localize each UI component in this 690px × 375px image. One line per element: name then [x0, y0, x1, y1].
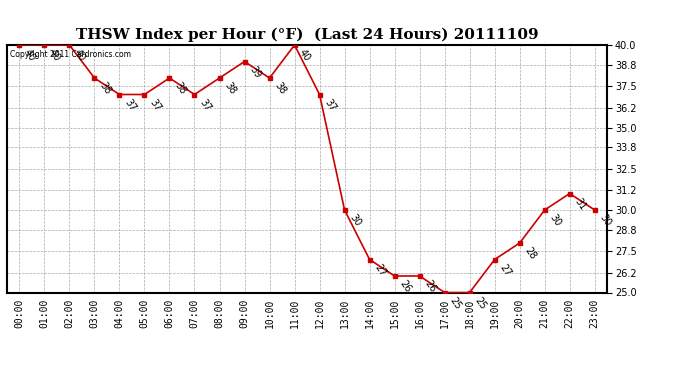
Text: 25: 25	[447, 295, 463, 311]
Text: 30: 30	[347, 213, 362, 228]
Text: 26: 26	[397, 279, 413, 295]
Text: Copyright 2011 Cardronics.com: Copyright 2011 Cardronics.com	[10, 50, 131, 59]
Text: 37: 37	[147, 97, 163, 113]
Text: 28: 28	[522, 246, 538, 262]
Text: 40: 40	[22, 48, 37, 63]
Text: 40: 40	[297, 48, 313, 63]
Text: 38: 38	[97, 81, 112, 96]
Text: 26: 26	[422, 279, 437, 295]
Text: 38: 38	[273, 81, 288, 96]
Text: 30: 30	[547, 213, 562, 228]
Text: 25: 25	[473, 295, 488, 311]
Text: 31: 31	[573, 196, 588, 212]
Text: 38: 38	[222, 81, 237, 96]
Text: 27: 27	[497, 262, 513, 278]
Text: 30: 30	[598, 213, 613, 228]
Text: 37: 37	[122, 97, 137, 113]
Title: THSW Index per Hour (°F)  (Last 24 Hours) 20111109: THSW Index per Hour (°F) (Last 24 Hours)…	[76, 28, 538, 42]
Text: 37: 37	[197, 97, 213, 113]
Text: 40: 40	[72, 48, 88, 63]
Text: 27: 27	[373, 262, 388, 278]
Text: 40: 40	[47, 48, 62, 63]
Text: 38: 38	[172, 81, 188, 96]
Text: 39: 39	[247, 64, 262, 80]
Text: 37: 37	[322, 97, 337, 113]
